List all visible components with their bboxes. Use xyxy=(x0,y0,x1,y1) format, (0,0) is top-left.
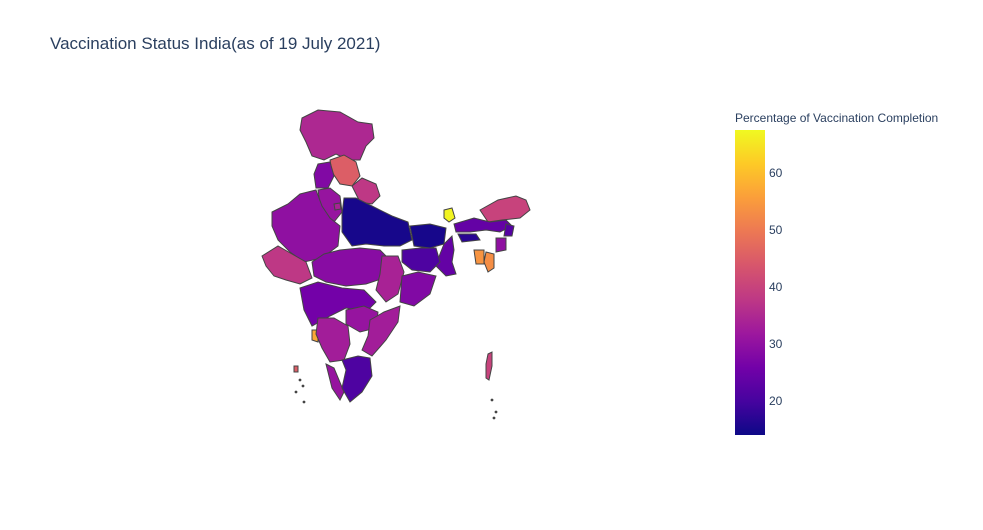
region-tripura[interactable]: Tripura xyxy=(473,249,485,265)
island-dot xyxy=(294,390,298,394)
region-delhi[interactable]: Delhi xyxy=(333,202,342,211)
region-sikkim[interactable]: Sikkim xyxy=(443,207,456,223)
region-arunachal-pradesh[interactable]: Arunachal Pradesh xyxy=(479,195,531,223)
region-tamil-nadu[interactable]: Tamil Nadu xyxy=(341,355,373,403)
colorbar-tick-label: 60 xyxy=(769,166,783,181)
region-kerala[interactable]: Kerala xyxy=(325,363,345,401)
region-chhattisgarh[interactable]: Chhattisgarh xyxy=(375,255,405,303)
region-andhra-pradesh[interactable]: Andhra Pradesh xyxy=(361,305,401,357)
region-jammu-and-kashmir[interactable]: Jammu and Kashmir xyxy=(299,109,375,161)
colorbar-tick-label: 50 xyxy=(769,223,783,238)
region-karnataka[interactable]: Karnataka xyxy=(315,317,351,363)
island-dot xyxy=(302,400,306,404)
island-dot xyxy=(490,398,494,402)
region-assam[interactable]: Assam xyxy=(453,217,513,233)
region-uttar-pradesh[interactable]: Uttar Pradesh xyxy=(341,197,413,247)
island-dot xyxy=(301,384,305,388)
region-andaman-and-nicobar-islands[interactable]: Andaman and Nicobar Islands xyxy=(485,351,493,381)
region-gujarat[interactable]: Gujarat xyxy=(261,245,313,285)
region-meghalaya[interactable]: Meghalaya xyxy=(457,233,481,243)
region-rajasthan[interactable]: Rajasthan xyxy=(271,189,341,263)
island-dot xyxy=(494,410,498,414)
island-dot xyxy=(492,416,496,420)
region-jharkhand[interactable]: Jharkhand xyxy=(401,247,441,273)
colorbar-tick-label: 30 xyxy=(769,336,783,351)
chart-title: Vaccination Status India(as of 19 July 2… xyxy=(50,34,381,53)
region-lakshadweep[interactable]: Lakshadweep xyxy=(293,365,299,373)
region-manipur[interactable]: Manipur xyxy=(495,237,507,253)
island-dot xyxy=(298,378,302,382)
colorbar-tick-label: 40 xyxy=(769,280,783,295)
colorbar-tick-label: 20 xyxy=(769,393,783,408)
region-odisha[interactable]: Odisha xyxy=(399,271,437,307)
region-nagaland[interactable]: Nagaland xyxy=(503,223,515,237)
region-punjab[interactable]: Punjab xyxy=(313,161,335,189)
colorbar-title: Percentage of Vaccination Completion xyxy=(735,111,939,125)
colorbar xyxy=(735,130,765,435)
region-bihar[interactable]: Bihar xyxy=(409,223,447,249)
region-mizoram[interactable]: Mizoram xyxy=(483,251,495,273)
